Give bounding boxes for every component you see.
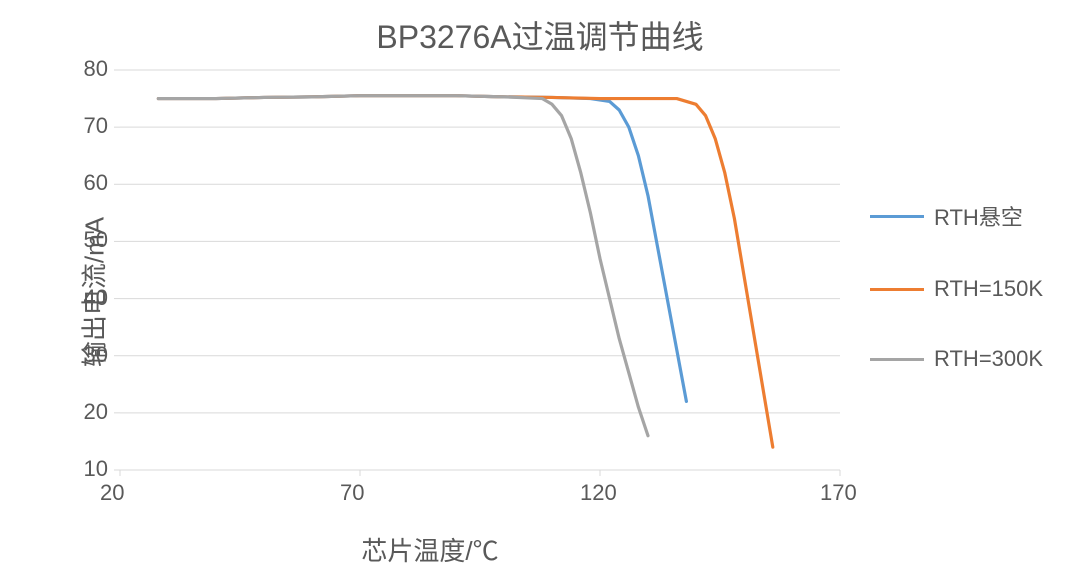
legend-swatch — [870, 288, 924, 291]
x-tick-label: 120 — [580, 480, 617, 506]
legend-swatch — [870, 358, 924, 361]
y-tick-label: 30 — [84, 342, 108, 368]
chart-container: BP3276A过温调节曲线 输出电流/mA 1020304050607080 2… — [0, 0, 1080, 584]
x-tick-label: 70 — [340, 480, 364, 506]
x-tick-label: 20 — [100, 480, 124, 506]
legend-item: RTH=150K — [870, 276, 1070, 302]
x-tick-label: 170 — [820, 480, 857, 506]
legend: RTH悬空 RTH=150K RTH=300K — [870, 200, 1070, 416]
y-tick-label: 20 — [84, 399, 108, 425]
y-tick-label: 60 — [84, 170, 108, 196]
series-line — [158, 96, 648, 436]
legend-label: RTH=150K — [934, 276, 1043, 302]
y-tick-label: 40 — [84, 285, 108, 311]
series-line — [158, 96, 772, 447]
legend-item: RTH=300K — [870, 346, 1070, 372]
legend-item: RTH悬空 — [870, 200, 1070, 232]
y-tick-label: 70 — [84, 113, 108, 139]
plot-area — [120, 70, 840, 470]
legend-swatch — [870, 215, 924, 218]
y-tick-label: 50 — [84, 227, 108, 253]
chart-title: BP3276A过温调节曲线 — [0, 12, 1080, 58]
x-axis-label: 芯片温度/℃ — [0, 531, 860, 568]
legend-label: RTH=300K — [934, 346, 1043, 372]
y-tick-label: 80 — [84, 56, 108, 82]
legend-label: RTH悬空 — [934, 200, 1023, 232]
plot-svg — [120, 70, 840, 470]
y-tick-label: 10 — [84, 456, 108, 482]
